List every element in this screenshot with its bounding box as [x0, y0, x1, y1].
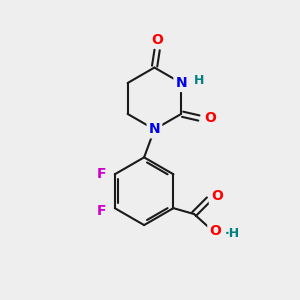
Text: ·H: ·H [225, 227, 240, 240]
Text: O: O [209, 224, 221, 238]
Text: O: O [211, 189, 223, 203]
Text: F: F [97, 167, 106, 181]
Text: N: N [176, 76, 187, 90]
Text: O: O [152, 33, 163, 46]
Text: H: H [194, 74, 204, 87]
Text: N: N [148, 122, 160, 136]
Text: O: O [204, 111, 216, 125]
Text: F: F [97, 204, 106, 218]
